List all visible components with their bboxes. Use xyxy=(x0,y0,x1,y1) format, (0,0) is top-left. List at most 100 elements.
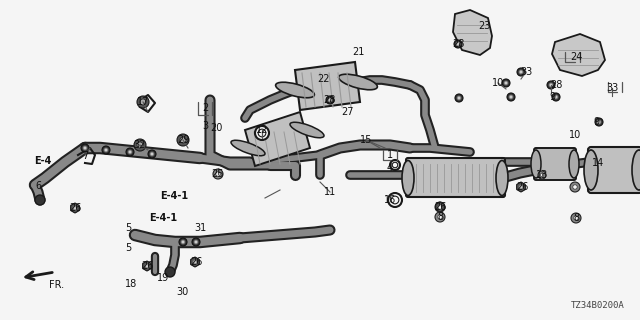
Ellipse shape xyxy=(584,150,598,190)
Circle shape xyxy=(438,205,442,209)
Circle shape xyxy=(504,81,508,85)
Circle shape xyxy=(392,162,397,168)
Text: 31: 31 xyxy=(194,223,206,233)
Circle shape xyxy=(328,98,332,102)
FancyBboxPatch shape xyxy=(534,148,576,180)
Circle shape xyxy=(181,240,185,244)
Circle shape xyxy=(517,183,525,191)
Circle shape xyxy=(83,146,87,150)
Text: 28: 28 xyxy=(452,39,464,49)
Text: E-4: E-4 xyxy=(35,156,52,166)
Circle shape xyxy=(165,267,175,277)
Circle shape xyxy=(102,146,110,154)
Circle shape xyxy=(390,160,400,170)
Ellipse shape xyxy=(531,150,541,178)
Circle shape xyxy=(191,258,199,266)
Circle shape xyxy=(507,93,515,101)
Circle shape xyxy=(436,203,444,211)
Text: 13: 13 xyxy=(536,170,548,180)
Circle shape xyxy=(216,172,220,176)
Circle shape xyxy=(71,204,79,212)
Circle shape xyxy=(104,148,108,152)
Circle shape xyxy=(126,148,134,156)
Text: 11: 11 xyxy=(324,187,336,197)
Text: 24: 24 xyxy=(570,52,582,62)
Text: 15: 15 xyxy=(360,135,372,145)
Circle shape xyxy=(140,99,146,105)
Text: 26: 26 xyxy=(190,257,202,267)
Circle shape xyxy=(502,79,510,87)
Text: 25: 25 xyxy=(212,169,224,179)
Text: 10: 10 xyxy=(492,78,504,88)
Ellipse shape xyxy=(339,74,378,90)
Circle shape xyxy=(552,93,560,101)
Circle shape xyxy=(517,68,525,76)
Text: 26: 26 xyxy=(141,261,153,271)
Circle shape xyxy=(454,40,462,48)
Text: 14: 14 xyxy=(592,158,604,168)
Circle shape xyxy=(258,129,266,137)
Circle shape xyxy=(573,216,579,220)
Text: 10: 10 xyxy=(569,130,581,140)
Circle shape xyxy=(255,126,269,140)
Text: 18: 18 xyxy=(125,279,137,289)
Circle shape xyxy=(571,213,581,223)
Circle shape xyxy=(128,150,132,154)
Text: 2: 2 xyxy=(202,103,208,113)
Circle shape xyxy=(326,96,334,104)
Text: 12: 12 xyxy=(256,125,268,135)
Text: 6: 6 xyxy=(35,181,41,191)
Text: 30: 30 xyxy=(176,287,188,297)
Text: 9: 9 xyxy=(593,117,599,127)
Circle shape xyxy=(554,95,558,99)
Text: 23: 23 xyxy=(478,21,490,31)
Ellipse shape xyxy=(290,122,324,138)
Ellipse shape xyxy=(402,161,414,196)
Text: 16: 16 xyxy=(384,195,396,205)
Ellipse shape xyxy=(276,82,314,98)
Circle shape xyxy=(570,182,580,192)
Circle shape xyxy=(509,95,513,99)
Text: 7: 7 xyxy=(82,151,88,161)
Ellipse shape xyxy=(632,150,640,190)
Circle shape xyxy=(538,171,546,179)
Circle shape xyxy=(35,195,45,205)
Circle shape xyxy=(519,185,523,189)
Text: 26: 26 xyxy=(516,182,528,192)
Circle shape xyxy=(435,212,445,222)
Circle shape xyxy=(145,264,149,268)
Circle shape xyxy=(194,240,198,244)
Circle shape xyxy=(435,202,445,212)
Text: 8: 8 xyxy=(437,212,443,222)
Text: 27: 27 xyxy=(340,107,353,117)
Circle shape xyxy=(519,70,523,74)
Circle shape xyxy=(540,173,544,177)
Text: 20: 20 xyxy=(210,123,222,133)
Circle shape xyxy=(455,94,463,102)
Circle shape xyxy=(143,262,151,270)
Polygon shape xyxy=(295,62,360,110)
Circle shape xyxy=(597,120,601,124)
Text: 22: 22 xyxy=(317,74,329,84)
Circle shape xyxy=(150,152,154,156)
Text: 4: 4 xyxy=(387,163,393,173)
Text: 5: 5 xyxy=(125,243,131,253)
Circle shape xyxy=(456,42,460,46)
Circle shape xyxy=(81,144,89,152)
Circle shape xyxy=(595,118,603,126)
Ellipse shape xyxy=(231,140,265,156)
Circle shape xyxy=(134,139,146,151)
Text: 33: 33 xyxy=(606,83,618,93)
Circle shape xyxy=(547,81,555,89)
Text: 5: 5 xyxy=(125,223,131,233)
Text: 26: 26 xyxy=(69,203,81,213)
Text: TZ34B0200A: TZ34B0200A xyxy=(572,301,625,310)
Text: 9: 9 xyxy=(549,92,555,102)
Circle shape xyxy=(457,96,461,100)
Circle shape xyxy=(137,96,149,108)
Text: FR.: FR. xyxy=(49,280,65,290)
Circle shape xyxy=(213,169,223,179)
Text: 3: 3 xyxy=(202,121,208,131)
Text: 8: 8 xyxy=(573,213,579,223)
Circle shape xyxy=(549,83,553,87)
